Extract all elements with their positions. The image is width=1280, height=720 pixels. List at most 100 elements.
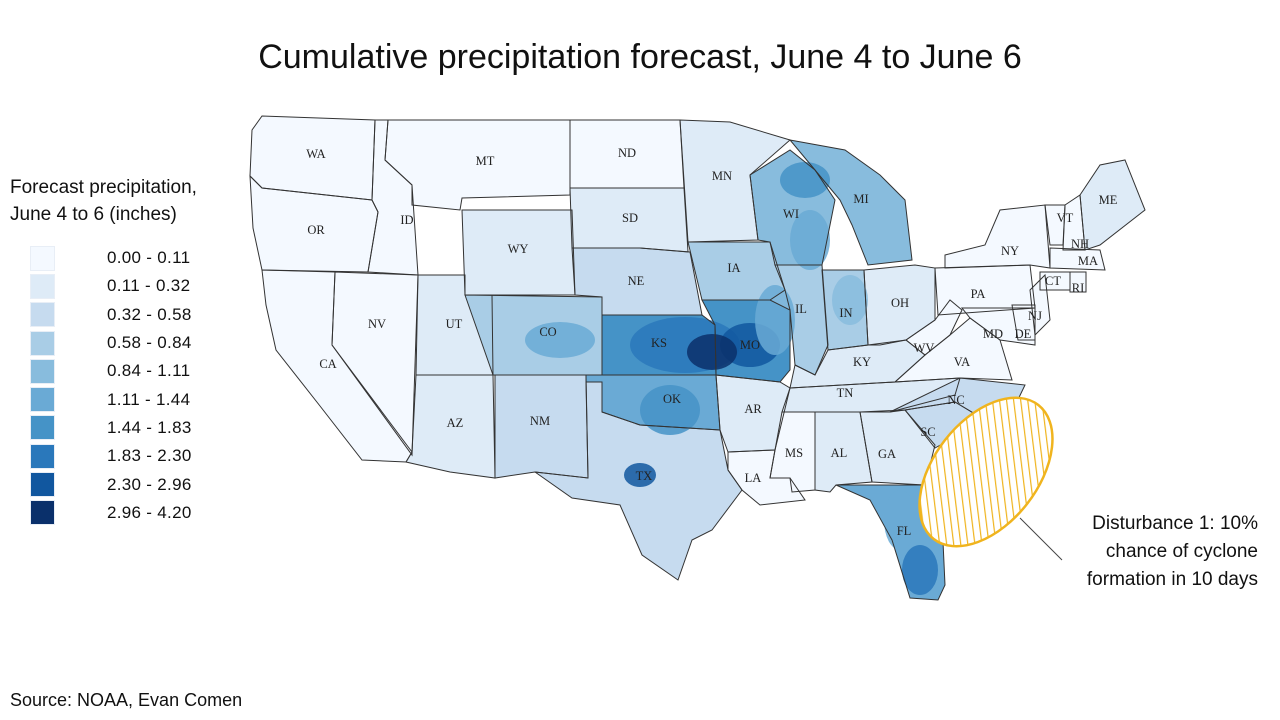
state-label-nh: NH — [1071, 237, 1089, 251]
state-label-fl: FL — [897, 524, 912, 538]
annotation-leader-line — [1019, 517, 1063, 561]
state-pa — [935, 265, 1035, 315]
precip-hotspot — [780, 162, 830, 198]
state-label-id: ID — [400, 213, 413, 227]
legend-swatch — [30, 245, 55, 271]
legend-label: 1.44 - 1.83 — [107, 417, 192, 437]
state-label-nd: ND — [618, 146, 636, 160]
state-label-ok: OK — [663, 392, 681, 406]
state-va — [895, 318, 1012, 382]
state-label-wa: WA — [306, 147, 325, 161]
state-label-co: CO — [539, 325, 556, 339]
legend-swatch — [30, 500, 55, 526]
state-ga — [860, 410, 935, 485]
state-label-sd: SD — [622, 211, 638, 225]
state-border-ca — [261, 269, 413, 463]
state-label-wy: WY — [508, 242, 529, 256]
state-border-la — [727, 449, 806, 506]
legend-item: 0.11 - 0.32 — [30, 272, 192, 300]
state-border-nh — [1062, 194, 1086, 251]
disturbance-annotation: Disturbance 1: 10% chance of cyclone for… — [1040, 510, 1258, 594]
state-mn — [680, 120, 790, 242]
state-nh — [1063, 195, 1085, 250]
state-label-ar: AR — [744, 402, 762, 416]
precip-hotspot — [755, 285, 795, 355]
state-border-nj — [1029, 273, 1051, 337]
state-border-tx — [534, 381, 743, 581]
state-sd — [570, 188, 688, 252]
state-label-nm: NM — [530, 414, 550, 428]
legend-label: 0.11 - 0.32 — [107, 276, 191, 296]
precip-hotspot — [884, 490, 916, 550]
state-wv — [906, 300, 962, 355]
state-label-md: MD — [983, 327, 1003, 341]
state-label-ma: MA — [1078, 254, 1098, 268]
state-oh — [864, 265, 935, 345]
annotation-line1: Disturbance 1: 10% — [1092, 513, 1258, 534]
state-vt — [1045, 205, 1065, 245]
state-label-in: IN — [839, 306, 852, 320]
legend-item: 1.44 - 1.83 — [30, 414, 192, 442]
state-label-mn: MN — [712, 169, 732, 183]
state-border-az — [405, 374, 496, 479]
state-il — [775, 265, 828, 375]
legend-item: 2.30 - 2.96 — [30, 470, 192, 498]
state-al — [815, 412, 872, 492]
precip-hotspot — [832, 275, 868, 325]
state-label-pa: PA — [971, 287, 986, 301]
precip-hotspot — [790, 210, 830, 270]
state-me — [1080, 160, 1145, 250]
state-border-de — [1011, 304, 1036, 341]
state-label-mt: MT — [476, 154, 495, 168]
state-label-ne: NE — [628, 274, 645, 288]
state-label-sc: SC — [920, 425, 935, 439]
state-label-wv: WV — [914, 341, 935, 355]
state-label-tx: TX — [636, 469, 653, 483]
state-label-ks: KS — [651, 336, 667, 350]
legend-title: Forecast precipitation, June 4 to 6 (inc… — [10, 174, 270, 228]
state-label-mo: MO — [740, 338, 760, 352]
state-wy — [462, 210, 575, 295]
state-label-az: AZ — [447, 416, 464, 430]
state-label-ia: IA — [727, 261, 740, 275]
legend-title-line2: June 4 to 6 (inches) — [10, 204, 177, 225]
legend-label: 0.00 - 0.11 — [107, 248, 191, 268]
legend-label: 1.83 - 2.30 — [107, 446, 192, 466]
state-label-de: DE — [1015, 327, 1032, 341]
legend-title-line1: Forecast precipitation, — [10, 177, 197, 198]
state-ct — [1040, 272, 1070, 290]
precip-hotspot — [624, 463, 656, 487]
disturbance-area — [918, 396, 1054, 548]
legend-label: 2.30 - 2.96 — [107, 474, 192, 494]
state-ma — [1050, 248, 1105, 270]
state-label-ny: NY — [1001, 244, 1019, 258]
state-label-vt: VT — [1057, 211, 1074, 225]
state-ri — [1070, 272, 1086, 292]
annotation-line2: chance of cyclone — [1105, 541, 1258, 562]
state-border-va — [893, 317, 1013, 383]
state-label-mi: MI — [853, 192, 868, 206]
legend-item: 0.32 - 0.58 — [30, 301, 192, 329]
state-label-il: IL — [795, 302, 807, 316]
state-id — [368, 120, 418, 275]
legend-swatch — [30, 472, 55, 498]
legend-label: 0.32 - 0.58 — [107, 304, 192, 324]
state-label-ut: UT — [446, 317, 463, 331]
source-note: Source: NOAA, Evan Comen — [10, 690, 243, 710]
state-nv — [332, 272, 418, 455]
state-label-tn: TN — [837, 386, 854, 400]
precip-hotspot — [525, 322, 595, 358]
legend-swatch — [30, 415, 55, 441]
state-or — [250, 176, 378, 272]
state-border-md — [960, 307, 1036, 346]
state-de — [1012, 305, 1035, 340]
state-nd — [570, 120, 684, 188]
state-label-ca: CA — [319, 357, 336, 371]
legend-item: 0.58 - 0.84 — [30, 329, 192, 357]
state-ia — [688, 242, 785, 300]
state-border-ma — [1049, 247, 1106, 271]
legend-swatch — [30, 330, 55, 356]
state-borders — [249, 115, 1146, 601]
annotation-line3: formation in 10 days — [1086, 569, 1258, 590]
